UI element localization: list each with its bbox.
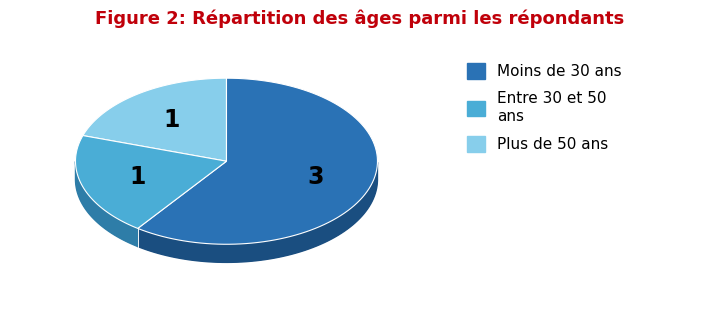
Polygon shape	[138, 162, 377, 262]
PathPatch shape	[75, 136, 226, 228]
Text: Figure 2: Répartition des âges parmi les répondants: Figure 2: Répartition des âges parmi les…	[95, 10, 624, 28]
PathPatch shape	[138, 78, 377, 244]
PathPatch shape	[83, 78, 226, 161]
Ellipse shape	[75, 96, 377, 262]
Text: 3: 3	[307, 165, 324, 189]
Polygon shape	[75, 161, 138, 247]
Text: 1: 1	[163, 108, 180, 132]
Legend: Moins de 30 ans, Entre 30 et 50
ans, Plus de 50 ans: Moins de 30 ans, Entre 30 et 50 ans, Plu…	[461, 57, 628, 158]
Text: 1: 1	[129, 165, 146, 189]
